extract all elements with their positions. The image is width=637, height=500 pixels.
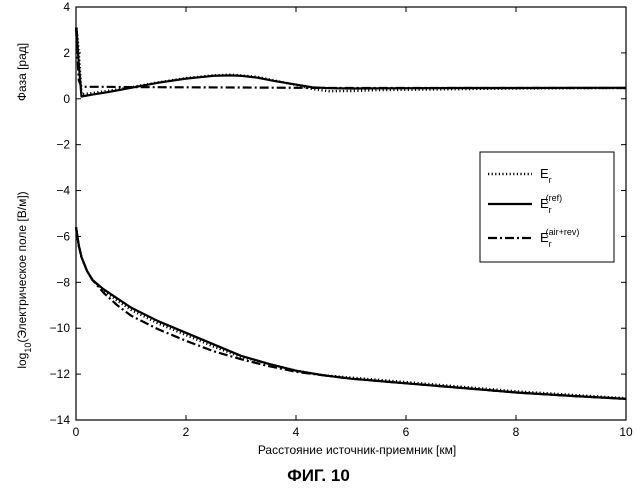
line-chart: 0 2 4 6 8 10 4 2 0 −2 −4 −6 −8 −10 −12 −14 ErEr(ref)Er(… <box>0 0 637 462</box>
y-tick-label: 4 <box>63 0 70 14</box>
y-tick-label: −6 <box>56 229 70 243</box>
y-tick-label: −2 <box>56 138 70 152</box>
y-axis-label-sub: 10 <box>23 343 33 353</box>
x-axis-label: Расстояние источник-приемник [км] <box>258 443 456 457</box>
y-tick-label: −10 <box>50 321 71 335</box>
legend: ErEr(ref)Er(air+rev) <box>480 152 614 262</box>
x-tick-label: 8 <box>513 425 520 439</box>
y-tick-label: 0 <box>63 92 70 106</box>
y-axis-label-rest: (Электрическое поле [В/м]) <box>15 191 29 342</box>
y-axis-label-top: Фаза [рад] <box>15 43 29 101</box>
y-tick-label: −8 <box>56 275 70 289</box>
y-tick-label: −4 <box>56 184 70 198</box>
x-tick-label: 10 <box>619 425 633 439</box>
x-tick-label: 0 <box>73 425 80 439</box>
y-tick-label: 2 <box>63 46 70 60</box>
y-tick-label: −12 <box>50 367 71 381</box>
x-tick-label: 6 <box>403 425 410 439</box>
y-tick-label: −14 <box>50 413 71 427</box>
y-axis-label: log10(Электрическое поле [В/м]) <box>15 191 33 368</box>
y-axis-label-log: log <box>15 353 29 369</box>
x-tick-label: 2 <box>183 425 190 439</box>
figure-caption: ФИГ. 10 <box>0 466 637 486</box>
x-tick-label: 4 <box>293 425 300 439</box>
